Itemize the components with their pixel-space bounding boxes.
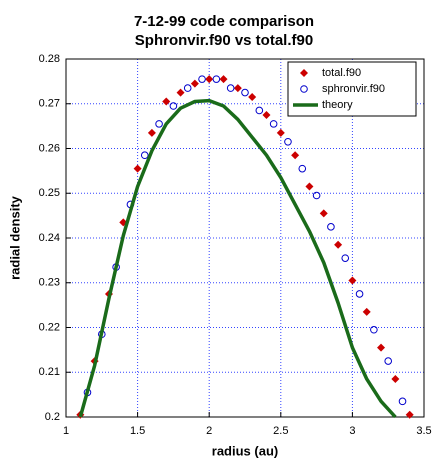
point <box>291 151 300 160</box>
point <box>169 102 178 110</box>
point <box>176 88 185 97</box>
y-tick-label: 0.24 <box>39 232 60 244</box>
point <box>398 397 407 406</box>
x-tick-label: 3 <box>349 425 355 437</box>
legend-marker <box>300 69 308 77</box>
line <box>78 98 397 419</box>
legend-box <box>287 61 417 117</box>
point <box>298 164 307 173</box>
y-tick-label: 0.22 <box>39 321 60 333</box>
y-tick-label: 0.25 <box>39 187 60 199</box>
point <box>262 110 271 119</box>
x-tick-label: 3.5 <box>416 425 431 437</box>
y-tick-label: 0.28 <box>39 53 60 65</box>
legend-label: sphronvir.f90 <box>322 83 385 95</box>
point <box>219 75 228 84</box>
point <box>248 93 257 102</box>
x-tick-label: 2.5 <box>273 425 288 437</box>
x-tick-label: 2 <box>206 425 212 437</box>
x-axis-label: radius (au) <box>212 443 278 458</box>
chart-title: 7-12-99 code comparison <box>134 13 314 30</box>
y-tick-label: 0.21 <box>39 366 60 378</box>
y-tick-label: 0.23 <box>39 277 60 289</box>
point <box>334 240 343 249</box>
point <box>241 88 249 97</box>
point <box>226 84 235 92</box>
point <box>190 79 199 88</box>
legend-marker <box>300 85 308 93</box>
point <box>405 410 414 419</box>
y-tick-label: 0.26 <box>39 142 60 154</box>
point <box>162 97 171 106</box>
point <box>255 106 264 115</box>
point <box>370 325 378 334</box>
point <box>140 151 149 160</box>
point <box>312 191 321 200</box>
point <box>212 75 221 83</box>
point <box>233 84 242 93</box>
point <box>319 209 328 218</box>
point <box>384 357 393 365</box>
chart-subtitle: Sphronvir.f90 vs total.f90 <box>135 32 313 49</box>
point <box>327 223 335 231</box>
point <box>355 290 364 298</box>
point <box>362 307 371 316</box>
point <box>391 374 400 383</box>
point <box>147 128 156 137</box>
point <box>269 120 278 128</box>
point <box>155 120 163 128</box>
x-tick-label: 1.5 <box>130 425 145 437</box>
y-tick-label: 0.27 <box>39 98 60 110</box>
plot-frame <box>65 58 425 418</box>
y-tick-label: 0.2 <box>45 411 60 423</box>
point <box>377 343 386 352</box>
x-tick-label: 1 <box>63 425 69 437</box>
point <box>183 84 192 92</box>
point <box>348 276 357 285</box>
y-axis-label: radial density <box>7 195 22 280</box>
legend-label: theory <box>322 99 353 111</box>
point <box>284 137 292 146</box>
point <box>276 128 285 137</box>
legend-label: total.f90 <box>322 67 361 79</box>
point <box>305 182 314 191</box>
point <box>205 75 214 84</box>
point <box>341 254 350 262</box>
point <box>133 164 142 173</box>
point <box>198 75 206 83</box>
